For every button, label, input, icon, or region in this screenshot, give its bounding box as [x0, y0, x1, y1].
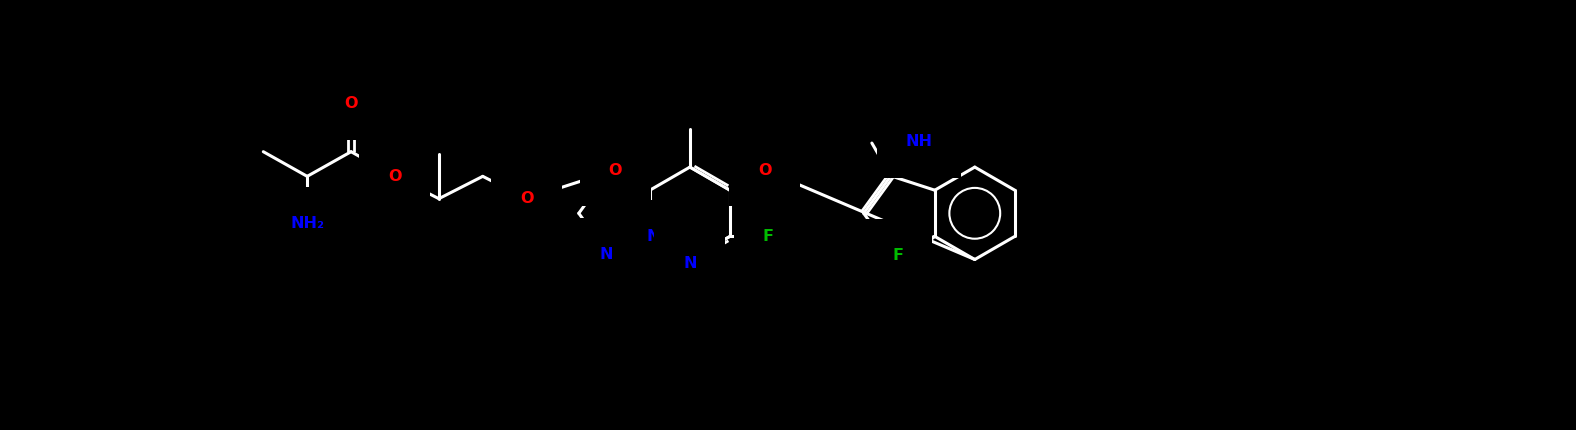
Text: N: N — [682, 256, 697, 271]
Text: O: O — [758, 163, 772, 178]
Text: NH: NH — [906, 134, 933, 149]
Text: O: O — [344, 96, 358, 111]
Text: F: F — [763, 229, 774, 244]
Text: F: F — [892, 248, 903, 263]
Text: O: O — [520, 191, 533, 206]
Text: O: O — [608, 163, 623, 178]
Text: N: N — [648, 229, 660, 244]
Text: NH₂: NH₂ — [290, 216, 325, 231]
Text: N: N — [599, 247, 613, 262]
Text: O: O — [388, 169, 402, 184]
